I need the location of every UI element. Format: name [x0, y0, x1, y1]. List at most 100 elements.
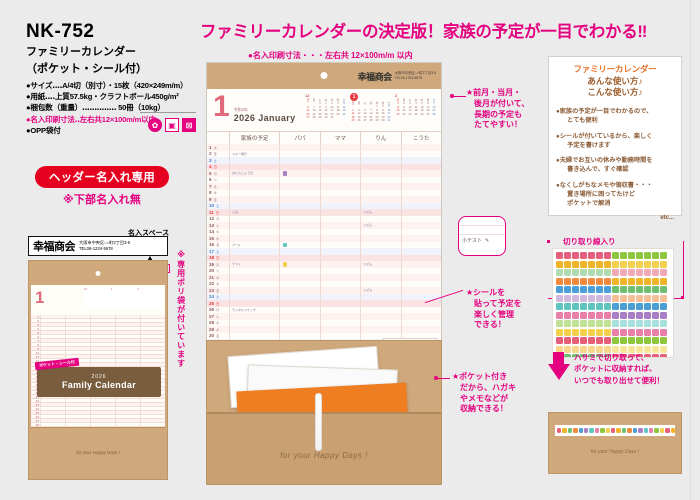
sticker-item: [596, 260, 603, 268]
company-address: 大阪市中央区○○町2丁目3-5 TEL06-1234-5678: [79, 240, 130, 252]
sticker-item: [557, 428, 562, 433]
calendar-cell: [400, 267, 441, 274]
photo-cell: [65, 315, 90, 318]
calendar-cell: [229, 293, 279, 300]
sticker-item: [588, 260, 595, 268]
photo-cell: [140, 359, 165, 362]
photo-cell: [65, 419, 90, 422]
photo-cell: [140, 339, 165, 342]
photo-cell: [40, 359, 65, 362]
calendar-cell: デジタルスケッチ: [229, 306, 279, 313]
sticker-item: [567, 428, 573, 433]
photo-cell: [90, 319, 115, 322]
calendar-cell: [279, 313, 319, 320]
photo-day-row: 27: [31, 419, 165, 423]
left-spec-column: NK-752 ファミリーカレンダー （ポケット・シール付） ●サイズ‥‥A/4切…: [0, 0, 200, 500]
sticker-item: [605, 428, 611, 433]
photo-day-row: 22: [31, 399, 165, 403]
photo-header-band: [29, 261, 167, 285]
sticker-item: [628, 260, 635, 268]
photo-cell: [115, 355, 140, 358]
photo-day-number: 5: [37, 331, 39, 335]
calendar-cell: [319, 150, 360, 157]
sticker-item: [660, 337, 667, 344]
photo-cell: [115, 331, 140, 334]
photo-cell: [40, 419, 65, 422]
memo-zoom-label: 小テスト: [462, 238, 483, 244]
sticker-item: [636, 328, 643, 336]
photo-day-row: 4: [31, 327, 165, 331]
sticker-item: [620, 337, 627, 344]
sticker-item: [580, 337, 587, 344]
sticker-item: [612, 345, 619, 353]
photo-cell: [65, 415, 90, 418]
photo-cell: [115, 339, 140, 342]
sticker-item: [620, 286, 627, 293]
calendar-cell: [319, 183, 360, 190]
calendar-day-number: 16 金: [209, 242, 220, 248]
photo-cell: [115, 399, 140, 402]
photo-cell: [90, 359, 115, 362]
calendar-day-number: 27 火: [209, 313, 220, 319]
calendar-cell: [279, 209, 319, 216]
calendar-month-row: 1 令和8年 2026 January 12 日月火水木金土 1 2 3 4 5 6 7 8 9 10…: [207, 89, 441, 131]
sticker-item: [670, 428, 675, 433]
photo-cell: [115, 411, 140, 414]
calendar-cell: [229, 222, 279, 229]
calendar-cell: [360, 189, 400, 196]
sticker-item: [620, 328, 627, 336]
calendar-cell: [319, 215, 360, 222]
sticker-item: [660, 303, 667, 310]
photo-day-row: 6: [31, 335, 165, 339]
calendar-cell: [229, 248, 279, 255]
sticker-row: [556, 277, 670, 285]
sticker-item: [588, 337, 595, 344]
sticker-item: [556, 269, 563, 276]
memo-line-1: [459, 217, 505, 226]
calendar-cell: [400, 189, 441, 196]
photo-cell: [115, 323, 140, 326]
seal-badge-icon: ✿: [148, 118, 162, 132]
photo-cell: [65, 335, 90, 338]
sticker-item: [604, 252, 611, 259]
calendar-eng-month: 2026 January: [233, 113, 296, 123]
sticker-item: [628, 269, 635, 276]
calendar-cell: [279, 228, 319, 235]
sticker-item: [612, 294, 619, 302]
photo-cell: [90, 327, 115, 330]
calendar-cell: ごみ: [229, 209, 279, 216]
sticker-item: [654, 428, 659, 433]
sticker-item: [588, 277, 595, 285]
sticker-item: [594, 428, 600, 433]
final-instruction: ハサミで切り取って、 ポケットに収納すれば、 いつでも取り出せて便利！: [574, 353, 664, 385]
sticker-item: [564, 328, 571, 336]
sticker-sheet: [552, 248, 674, 358]
sticker-item: [652, 311, 659, 319]
sticker-item: [636, 277, 643, 285]
table-row: 22 木: [207, 280, 441, 287]
sticker-item: [660, 311, 667, 319]
calendar-cell: [229, 176, 279, 183]
sticker-item: [644, 277, 651, 285]
calendar-cell: [319, 228, 360, 235]
photo-cell: [65, 403, 90, 406]
mini-calendar-grid: 日月火水木金土 1 2 3 4 5 6 7 8 9 10 11 12 13 14 15 16 17 18 19 20 21…: [306, 99, 346, 119]
photo-cell: [115, 407, 140, 410]
calendar-cell: [319, 287, 360, 294]
sticker-item: [660, 328, 667, 336]
calendar-cell: [279, 300, 319, 307]
calendar-cell: [400, 163, 441, 170]
photo-cell: [140, 411, 165, 414]
calendar-entry-text: ごみ: [232, 210, 239, 214]
table-row: 13 火 リズム: [207, 222, 441, 229]
sticker-item: [564, 269, 571, 276]
photo-day-number: 6: [37, 335, 39, 339]
photo-cell: [40, 399, 65, 402]
sticker-item: [652, 294, 659, 302]
calendar-cell: リズム: [360, 261, 400, 268]
photo-day-row: 2: [31, 319, 165, 323]
